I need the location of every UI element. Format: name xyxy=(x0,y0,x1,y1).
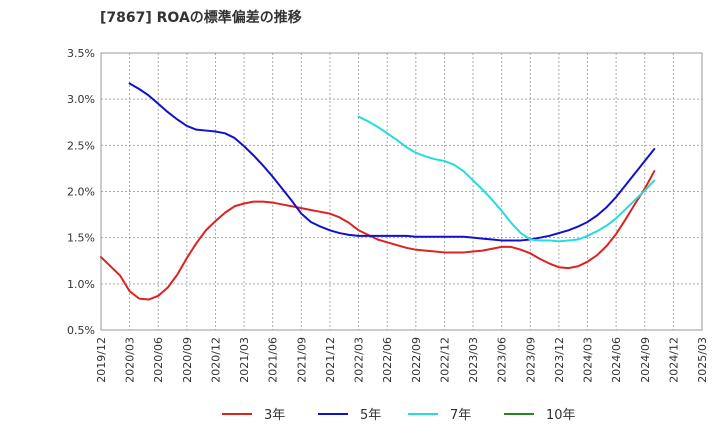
x-tick-label: 2024/12 xyxy=(667,337,680,383)
legend-label-2: 5年 xyxy=(360,408,381,423)
plot-frame xyxy=(100,52,703,331)
x-tick-label: 2021/09 xyxy=(295,337,308,383)
series-line-3 xyxy=(357,115,656,243)
y-tick-label: 0.5% xyxy=(67,324,95,337)
x-tick-label: 2023/12 xyxy=(553,337,566,383)
x-axis: 2019/12 2020/03 2020/06 2020/09 2020/12 2021/… xyxy=(95,337,709,383)
x-tick-label: 2021/12 xyxy=(324,337,337,383)
legend-label-4: 10年 xyxy=(546,408,576,423)
x-tick-label: 2020/09 xyxy=(181,337,194,383)
y-tick-label: 3.0% xyxy=(67,93,95,106)
y-tick-label: 1.5% xyxy=(67,232,95,245)
x-tick-label: 2025/03 xyxy=(696,337,709,383)
x-tick-label: 2024/06 xyxy=(610,337,623,383)
x-tick-label: 2023/09 xyxy=(524,337,537,383)
x-tick-label: 2022/12 xyxy=(438,337,451,383)
legend-label-3: 7年 xyxy=(450,408,471,423)
series-layer xyxy=(100,82,656,301)
x-tick-label: 2021/03 xyxy=(238,337,251,383)
y-tick-label: 2.5% xyxy=(67,139,95,152)
y-tick-label: 2.0% xyxy=(67,186,95,199)
grid xyxy=(101,53,702,330)
x-tick-label: 2024/03 xyxy=(582,337,595,383)
x-tick-label: 2022/06 xyxy=(381,337,394,383)
x-tick-label: 2021/06 xyxy=(267,337,280,383)
legend: 3年 5年 7年 10年 xyxy=(222,408,576,423)
y-axis: 0.5% 1.0% 1.5% 2.0% 2.5% 3.0% 3.5% xyxy=(67,47,95,337)
x-tick-label: 2020/03 xyxy=(124,337,137,383)
series-line-2 xyxy=(128,82,656,242)
x-tick-label: 2024/09 xyxy=(639,337,652,383)
chart-title: [7867] ROAの標準偏差の推移 xyxy=(100,9,302,26)
y-tick-label: 1.0% xyxy=(67,278,95,291)
legend-label-1: 3年 xyxy=(264,408,285,423)
x-tick-label: 2020/12 xyxy=(209,337,222,383)
series-line-1 xyxy=(100,170,656,301)
x-tick-label: 2022/03 xyxy=(353,337,366,383)
x-tick-label: 2023/06 xyxy=(496,337,509,383)
x-tick-label: 2023/03 xyxy=(467,337,480,383)
x-tick-label: 2019/12 xyxy=(95,337,108,383)
y-tick-label: 3.5% xyxy=(67,47,95,60)
x-tick-label: 2022/09 xyxy=(410,337,423,383)
x-tick-label: 2020/06 xyxy=(152,337,165,383)
